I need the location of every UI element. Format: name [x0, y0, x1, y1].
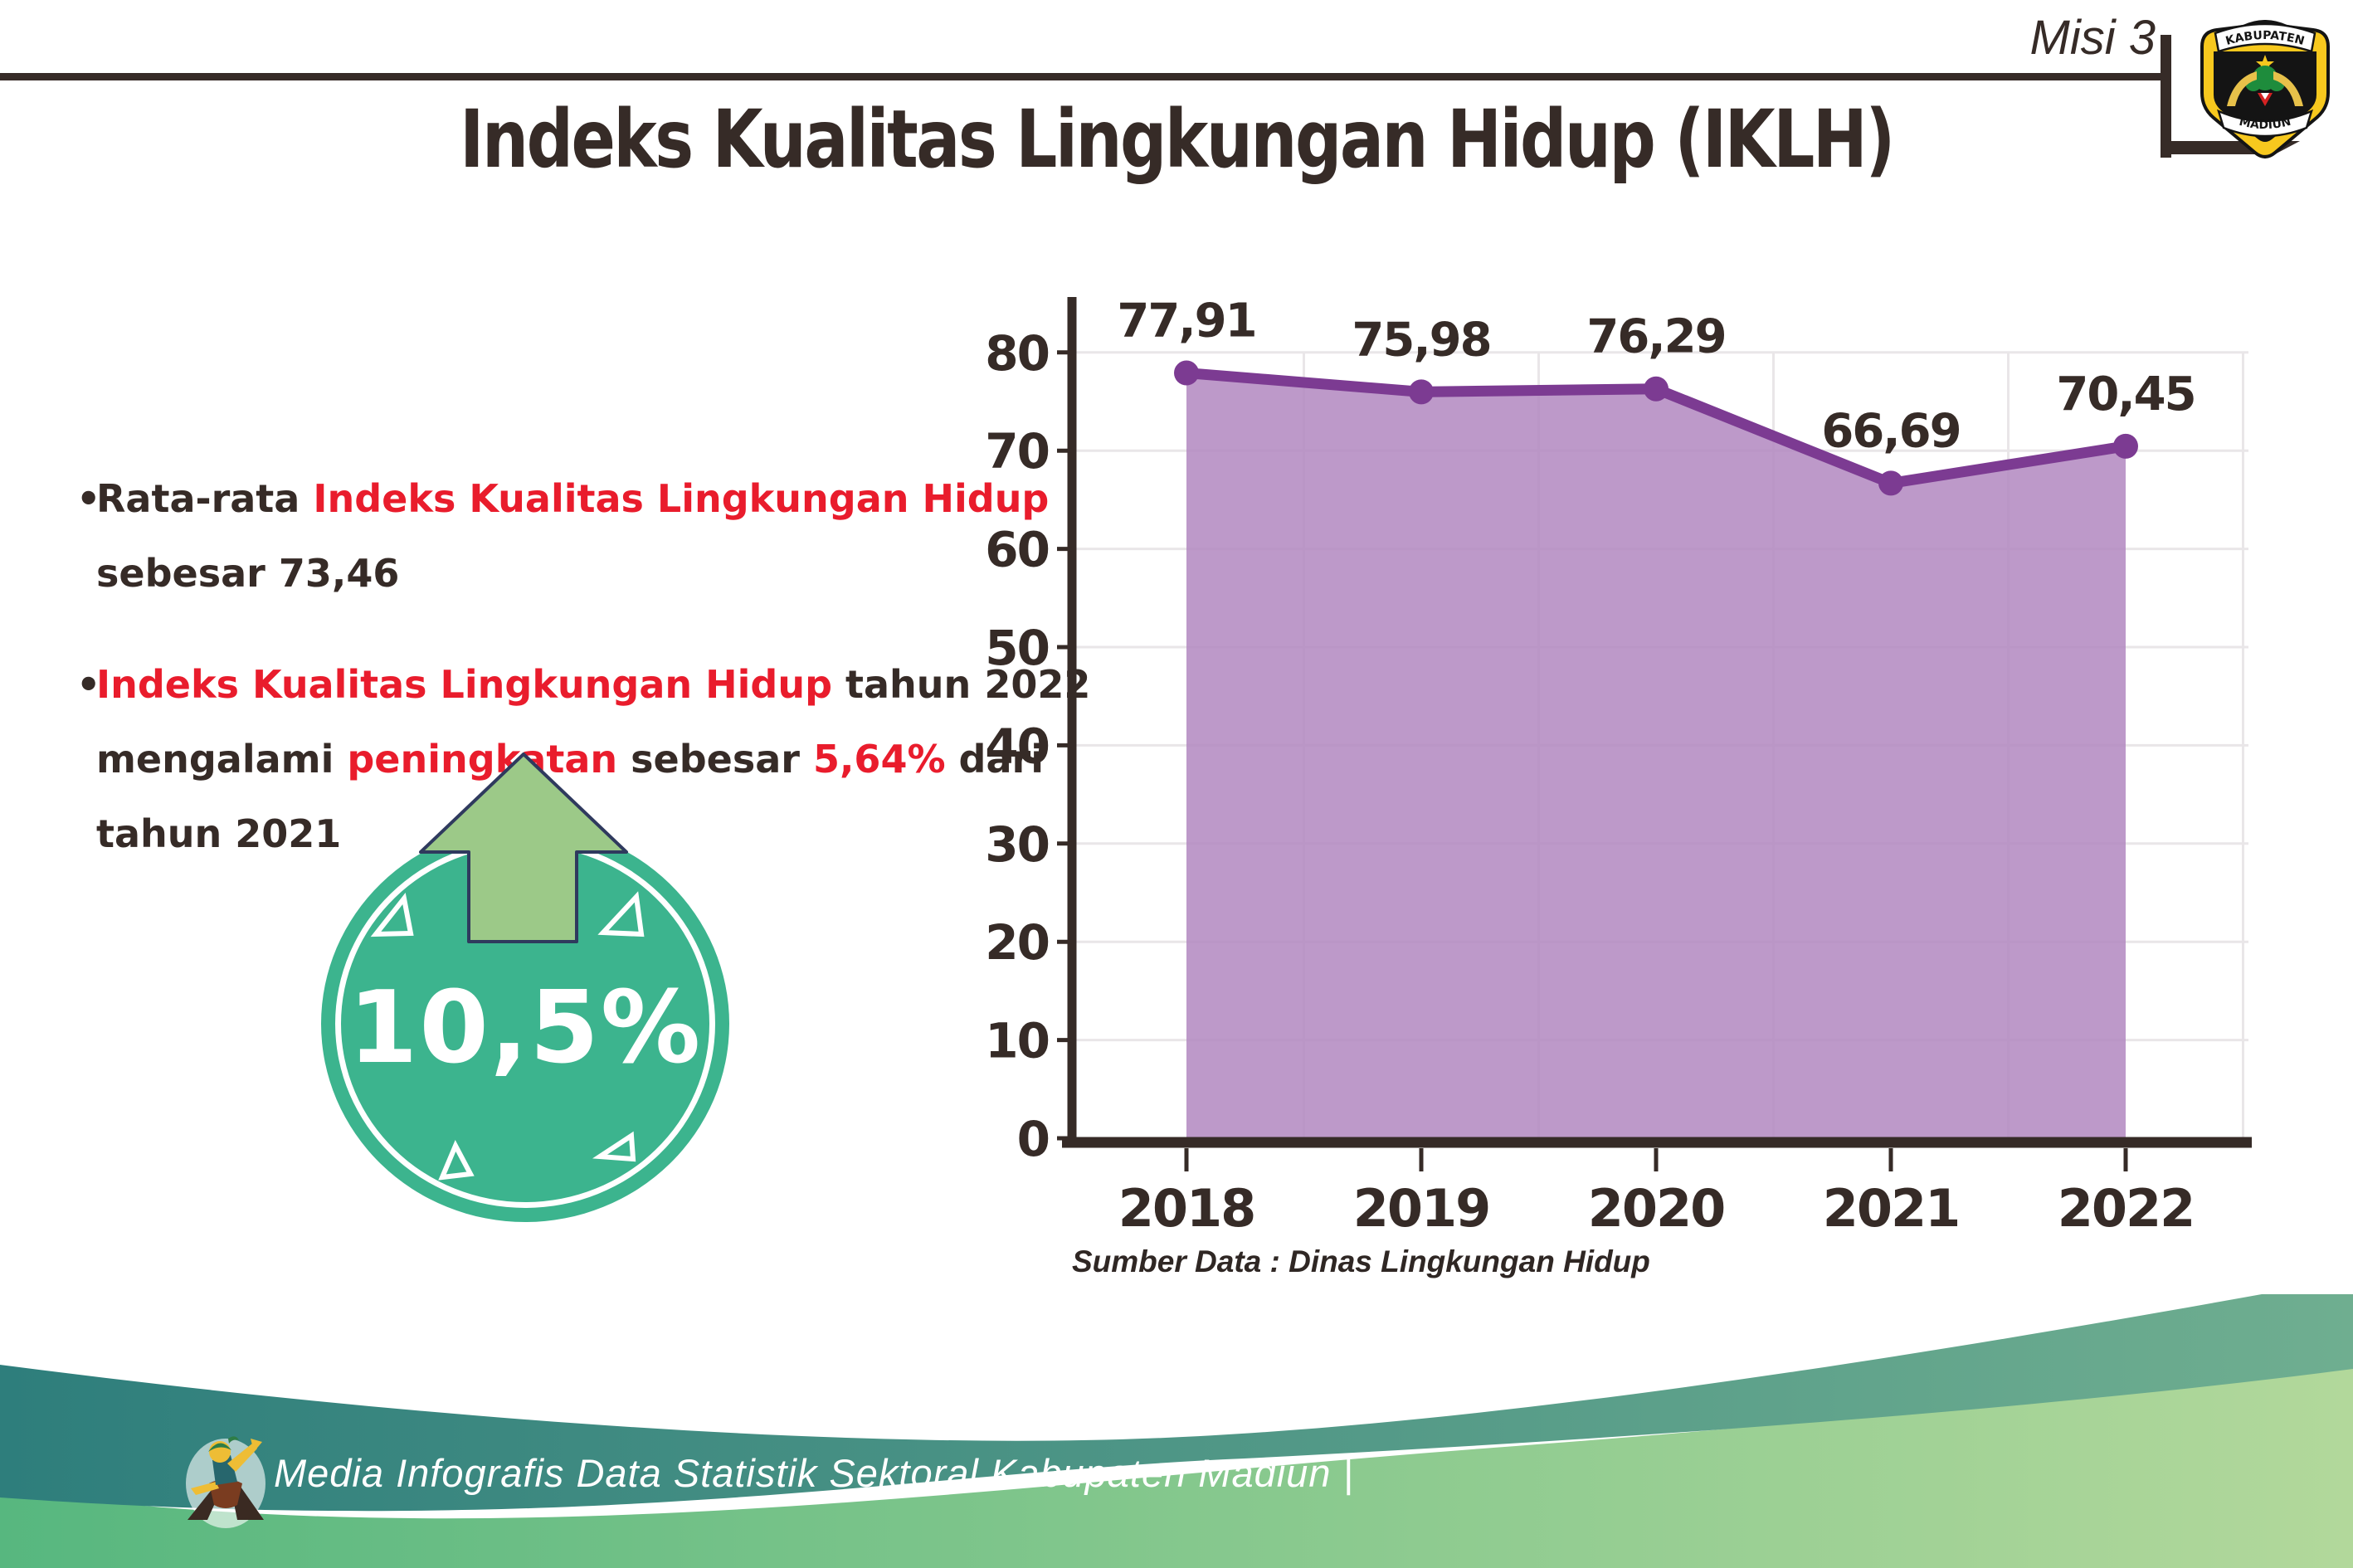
y-tick-label-80: 80 — [985, 325, 1049, 382]
bullet-line: mengalami peningkatan sebesar 5,64% dari — [96, 722, 1044, 796]
data-label-2020: 76,29 — [1586, 310, 1725, 364]
x-tick-label-2018: 2018 — [1118, 1178, 1255, 1239]
summary-bullets: • Rata-rata Indeks Kualitas Lingkungan Hi… — [76, 461, 1090, 908]
wave-teal — [0, 1294, 2353, 1512]
iklh-chart: 77,91 75,98 76,29 66,69 70,45 0 10 20 30 40 50 60 70… — [985, 295, 2252, 1239]
bullet-line: sebesar 73,46 — [96, 536, 1039, 611]
area-fill — [1186, 373, 2126, 1138]
logo-frame-vertical — [2161, 35, 2171, 158]
data-point-2022 — [2113, 433, 2138, 459]
body-text: sebesar 73,46 — [96, 551, 400, 596]
y-tick-label-50: 50 — [985, 620, 1049, 676]
x-tick-label-2020: 2020 — [1588, 1178, 1725, 1239]
y-tick-label-60: 60 — [985, 522, 1049, 578]
bullet-item-2: • Indeks Kualitas Lingkungan Hidup tahun … — [76, 647, 1090, 871]
y-tick-label-70: 70 — [985, 423, 1049, 480]
misi-label: Misi 3 — [2029, 11, 2156, 65]
data-label-2021: 66,69 — [1821, 404, 1960, 458]
body-text: tahun 2021 — [96, 811, 342, 856]
body-text: dari — [945, 737, 1044, 782]
data-point-2021 — [1878, 470, 1903, 496]
dancer-mascot-icon — [186, 1436, 266, 1528]
logo-bottom-text: MADIUN — [2238, 115, 2292, 132]
badge-value: 10,5% — [348, 971, 703, 1086]
highlighted-text: 5,64% — [812, 737, 946, 782]
body-text: Rata-rata — [96, 476, 314, 521]
x-tick-label-2021: 2021 — [1823, 1178, 1960, 1239]
y-tick-label-10: 10 — [985, 1013, 1049, 1069]
x-tick-label-2022: 2022 — [2058, 1178, 2195, 1239]
logo-wing-right — [2273, 71, 2303, 106]
data-label-2022: 70,45 — [2056, 368, 2195, 421]
header-rule — [0, 73, 2164, 80]
highlighted-text: Indeks Kualitas Lingkungan Hidup — [313, 476, 1050, 521]
increase-badge: 10,5% — [321, 752, 729, 1222]
data-point-2020 — [1644, 376, 1669, 402]
y-tick-label-40: 40 — [985, 718, 1049, 774]
data-label-2018: 77,91 — [1117, 295, 1255, 348]
footer-caption: Media Infografis Data Statistik Sektoral… — [274, 1451, 1354, 1495]
data-point-2019 — [1409, 379, 1434, 405]
logo-top-text: KABUPATEN — [2224, 29, 2306, 48]
logo-chevron-white — [2261, 93, 2269, 100]
badge-sparkle-triangles — [370, 891, 645, 1181]
x-tick-label-2019: 2019 — [1353, 1178, 1490, 1239]
bullet-item-1: • Rata-rata Indeks Kualitas Lingkungan Hi… — [76, 461, 1049, 611]
bullet-line: tahun 2021 — [96, 796, 1039, 871]
bullet-line: Rata-rata Indeks Kualitas Lingkungan Hid… — [96, 461, 1049, 536]
wave-green — [0, 1359, 2353, 1568]
footer: Media Infografis Data Statistik Sektoral… — [0, 1294, 2353, 1568]
body-text: mengalami — [96, 737, 348, 782]
body-text: tahun 2022 — [832, 662, 1091, 707]
y-tick-label-0: 0 — [1017, 1111, 1049, 1167]
highlighted-text: Indeks Kualitas Lingkungan Hidup — [96, 662, 833, 707]
bullet-dot: • — [76, 662, 101, 707]
y-tick-label-30: 30 — [985, 816, 1049, 873]
chart-source: Sumber Data : Dinas Lingkungan Hidup — [1072, 1244, 1650, 1278]
body-text: sebesar — [617, 737, 813, 782]
y-tick-label-20: 20 — [985, 914, 1049, 971]
arrow-up-icon — [419, 752, 628, 943]
bullet-dot: • — [76, 476, 101, 521]
bullet-line: Indeks Kualitas Lingkungan Hidup tahun 2… — [96, 647, 1090, 722]
logo-wing-left — [2227, 71, 2257, 106]
footer-waves — [0, 1294, 2353, 1568]
data-label-2019: 75,98 — [1352, 313, 1490, 367]
data-point-2018 — [1174, 360, 1199, 386]
highlighted-text: peningkatan — [347, 737, 618, 782]
page-title: Indeks Kualitas Lingkungan Hidup (IKLH) — [460, 93, 1895, 186]
banner-top — [2214, 22, 2316, 53]
kabupaten-madiun-logo: KABUPATEN MADIUN — [2200, 20, 2330, 158]
banner-bottom — [2217, 109, 2313, 138]
